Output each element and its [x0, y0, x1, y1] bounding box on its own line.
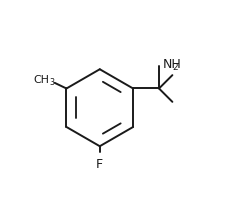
Text: F: F: [96, 158, 103, 171]
Text: CH: CH: [33, 75, 49, 85]
Text: NH: NH: [163, 58, 182, 71]
Text: 2: 2: [172, 63, 178, 72]
Text: 3: 3: [50, 78, 55, 87]
